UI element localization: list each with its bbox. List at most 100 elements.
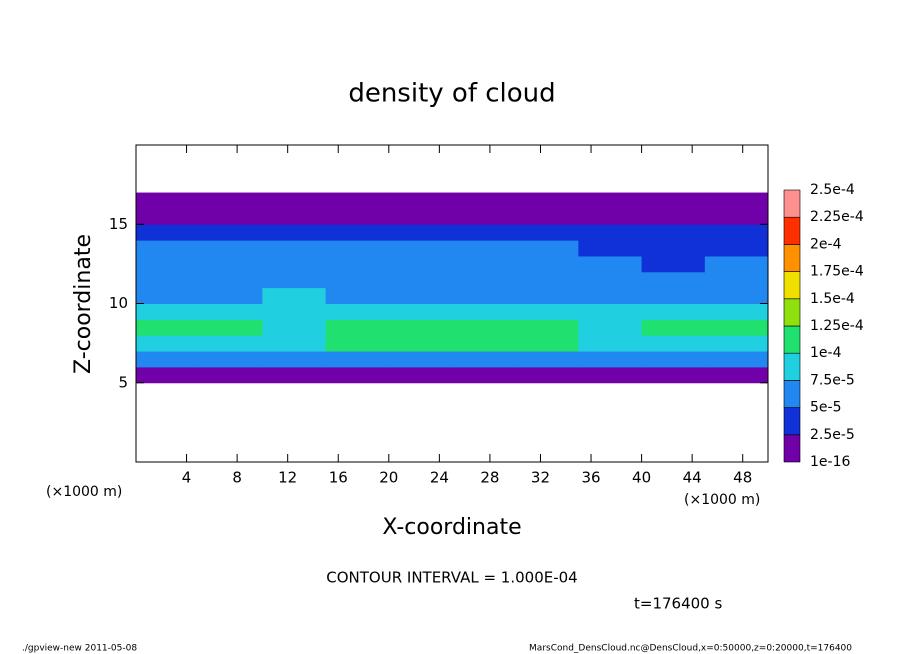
heat-cell (704, 319, 769, 336)
colorbar-box (783, 298, 801, 327)
heat-cell (578, 255, 643, 273)
chart-title: density of cloud (348, 79, 555, 109)
heat-cell (452, 366, 516, 384)
heat-cell (641, 287, 706, 304)
heat-cell (325, 208, 390, 225)
heat-cell (578, 192, 643, 209)
heat-cell (452, 287, 516, 304)
y-axis-label: Z-coordinate (71, 234, 96, 374)
heat-cell (262, 303, 327, 320)
heat-cell (704, 208, 769, 225)
heat-cell (515, 287, 579, 304)
heat-cell (388, 303, 453, 320)
colorbar-label: 2.5e-4 (810, 182, 855, 198)
heat-cell (136, 224, 200, 241)
heat-cell (641, 208, 706, 225)
x-tick-label: 16 (329, 469, 348, 487)
heat-cell (515, 192, 579, 209)
heat-cell (388, 224, 453, 241)
heat-cell (515, 319, 579, 336)
heat-cell (262, 255, 327, 273)
heat-cell (136, 366, 200, 384)
x-tick-label: 4 (182, 469, 192, 487)
heat-cell (325, 192, 390, 209)
heat-cell (704, 351, 769, 368)
heat-cell (262, 335, 327, 352)
heat-cell (325, 351, 390, 368)
heat-cell (388, 271, 453, 289)
annotation: CONTOUR INTERVAL = 1.000E-04 (326, 569, 577, 587)
x-tick-label: 36 (581, 469, 600, 487)
heat-cell (325, 287, 390, 304)
heat-cell (136, 271, 200, 289)
x-tick-label: 12 (278, 469, 297, 487)
heat-cell (641, 224, 706, 241)
heat-cell (199, 255, 263, 273)
heat-cell (578, 271, 643, 289)
colorbar-label: 1e-4 (810, 345, 842, 361)
heat-cell (136, 287, 200, 304)
heat-cell (452, 208, 516, 225)
heat-cell (388, 287, 453, 304)
heat-cell (515, 335, 579, 352)
heat-cell (452, 271, 516, 289)
x-tick-label: 48 (733, 469, 752, 487)
x-axis-label: X-coordinate (382, 515, 521, 540)
heat-cell (578, 351, 643, 368)
colorbar-label: 1.75e-4 (810, 264, 864, 280)
heat-cell (578, 208, 643, 225)
heat-cell (325, 303, 390, 320)
heat-cell (199, 303, 263, 320)
heat-cell (578, 335, 643, 352)
heat-cell (704, 287, 769, 304)
heat-cell (641, 271, 706, 289)
heat-cell (704, 192, 769, 209)
heat-cell (578, 303, 643, 320)
heat-cell (325, 224, 390, 241)
heat-cell (199, 335, 263, 352)
colorbar-box (783, 216, 801, 245)
heat-cell (199, 319, 263, 336)
heat-cell (325, 255, 390, 273)
heat-cell (325, 335, 390, 352)
heat-cell (136, 303, 200, 320)
heat-cell (388, 319, 453, 336)
heat-cell (452, 224, 516, 241)
heat-cell (325, 366, 390, 384)
heat-cell (388, 240, 453, 257)
heat-cell (515, 271, 579, 289)
heat-cell (262, 287, 327, 304)
heat-cell (136, 208, 200, 225)
heat-cell (515, 351, 579, 368)
heat-cell (136, 335, 200, 352)
heat-cell (199, 192, 263, 209)
footer: ./gpview-new 2011-05-08 (22, 644, 137, 654)
heat-cell (452, 351, 516, 368)
heat-cell (641, 240, 706, 257)
y-tick-label: 10 (109, 294, 128, 312)
heat-cell (641, 192, 706, 209)
heat-cell (515, 366, 579, 384)
heat-cell (388, 255, 453, 273)
heat-cell (136, 192, 200, 209)
heat-cell (388, 192, 453, 209)
colorbar-box (783, 325, 801, 354)
heat-cell (641, 366, 706, 384)
heat-cell (452, 240, 516, 257)
heat-cell (704, 224, 769, 241)
heat-cell (515, 303, 579, 320)
heat-cell (704, 240, 769, 257)
heat-cell (262, 208, 327, 225)
heat-cell (262, 224, 327, 241)
colorbar-box (783, 189, 801, 218)
heat-cell (641, 303, 706, 320)
heat-cell (199, 366, 263, 384)
heat-cell (262, 271, 327, 289)
heat-cell (388, 208, 453, 225)
heat-cell (325, 319, 390, 336)
heat-cell (515, 255, 579, 273)
heat-cell (704, 271, 769, 289)
y-tick-label: 5 (118, 373, 128, 391)
heat-cell (641, 255, 706, 273)
